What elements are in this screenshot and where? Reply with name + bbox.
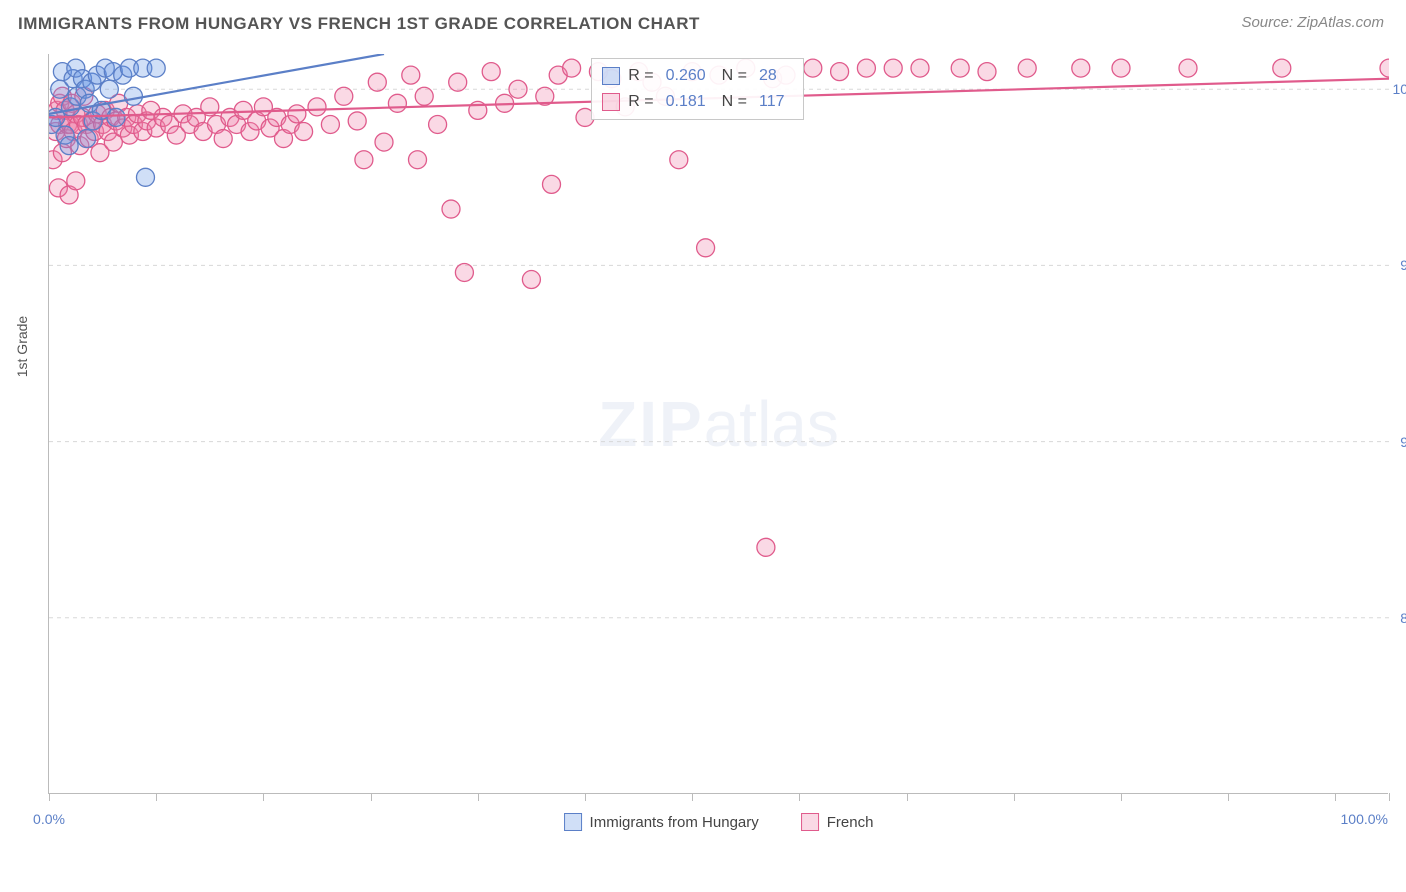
chart-title: IMMIGRANTS FROM HUNGARY VS FRENCH 1ST GR… xyxy=(18,14,700,34)
legend-item-series-a: Immigrants from Hungary xyxy=(564,813,759,831)
swatch-series-b xyxy=(602,93,620,111)
n-value-a: 28 xyxy=(755,67,785,85)
x-tick xyxy=(371,793,372,801)
legend-item-series-b: French xyxy=(801,813,874,831)
x-tick xyxy=(1228,793,1229,801)
x-axis-max-label: 100.0% xyxy=(1341,811,1388,827)
swatch-series-b xyxy=(801,813,819,831)
swatch-series-a xyxy=(602,67,620,85)
x-tick xyxy=(585,793,586,801)
y-tick-label: 90.0% xyxy=(1392,434,1406,450)
n-label: N = xyxy=(722,93,747,111)
scatter-svg xyxy=(49,54,1389,794)
x-tick xyxy=(1335,793,1336,801)
x-tick xyxy=(478,793,479,801)
swatch-series-a xyxy=(564,813,582,831)
n-value-b: 117 xyxy=(755,93,793,111)
x-tick xyxy=(799,793,800,801)
y-tick-label: 85.0% xyxy=(1392,610,1406,626)
x-tick xyxy=(1121,793,1122,801)
legend-label-b: French xyxy=(827,814,874,831)
r-value-b: 0.181 xyxy=(662,93,714,111)
y-tick-label: 95.0% xyxy=(1392,257,1406,273)
stats-legend-box: R = 0.260 N = 28 R = 0.181 N = 117 xyxy=(591,58,803,120)
stats-row-series-a: R = 0.260 N = 28 xyxy=(602,63,792,89)
n-label: N = xyxy=(722,67,747,85)
bottom-legend: Immigrants from Hungary French xyxy=(564,813,874,831)
legend-label-a: Immigrants from Hungary xyxy=(590,814,759,831)
r-label: R = xyxy=(628,93,653,111)
source-attribution: Source: ZipAtlas.com xyxy=(1241,14,1384,31)
x-tick xyxy=(1014,793,1015,801)
y-tick-label: 100.0% xyxy=(1392,81,1406,97)
y-axis-label: 1st Grade xyxy=(14,316,30,377)
x-tick xyxy=(1389,793,1390,801)
r-value-a: 0.260 xyxy=(662,67,714,85)
x-tick xyxy=(907,793,908,801)
x-tick xyxy=(49,793,50,801)
x-tick xyxy=(263,793,264,801)
x-axis-min-label: 0.0% xyxy=(33,811,65,827)
stats-row-series-b: R = 0.181 N = 117 xyxy=(602,89,792,115)
r-label: R = xyxy=(628,67,653,85)
x-tick xyxy=(156,793,157,801)
plot-area: ZIPatlas R = 0.260 N = 28 R = 0.181 N = … xyxy=(48,54,1388,794)
x-tick xyxy=(692,793,693,801)
